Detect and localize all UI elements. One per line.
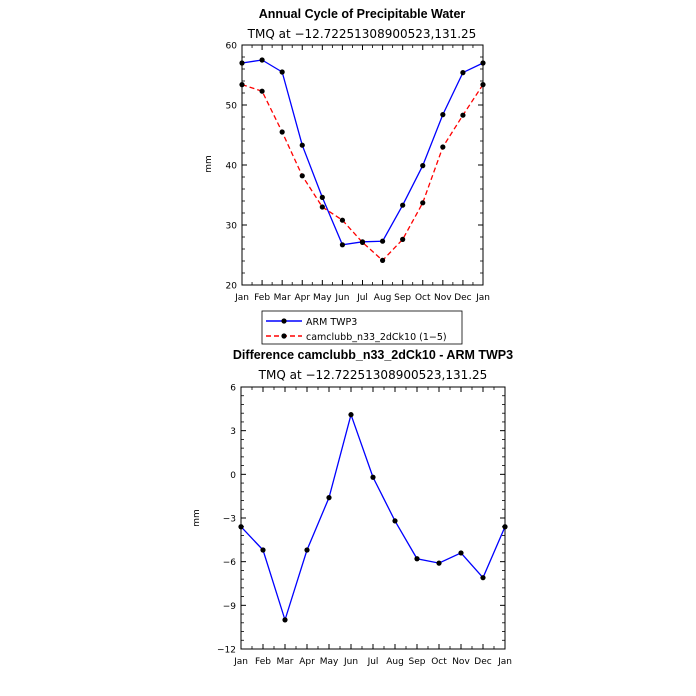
- bottom-xtick-label: Oct: [431, 657, 447, 667]
- top-series-0-point: [400, 202, 406, 208]
- bottom-series-0-point: [282, 617, 288, 623]
- top-ytick-label: 40: [226, 162, 238, 172]
- top-series-1-point: [279, 129, 285, 135]
- top-xtick-label: Jun: [334, 293, 349, 303]
- top-series-1-point: [379, 257, 386, 263]
- bottom-ytick-label: −12: [217, 646, 236, 656]
- top-ytick-label: 20: [226, 282, 238, 292]
- top-series-0-point: [259, 57, 265, 63]
- legend-label-model: camclubb_n33_2dCk10 (1−5): [306, 332, 447, 343]
- legend-marker-model: [281, 333, 287, 339]
- top-xtick-label: Jul: [356, 293, 368, 303]
- top-ytick-label: 60: [226, 42, 238, 52]
- top-xtick-label: Jan: [475, 293, 490, 303]
- bottom-chart-title: Difference camclubb_n33_2dCk10 - ARM TWP…: [233, 348, 513, 362]
- top-series-0-point: [440, 112, 446, 118]
- bottom-ytick-label: 3: [230, 427, 236, 437]
- bottom-xtick-label: Mar: [277, 657, 294, 667]
- bottom-series-0-point: [436, 560, 442, 566]
- bottom-xtick-label: Apr: [299, 657, 315, 667]
- legend-frame: [261, 310, 463, 345]
- top-xtick-label: Dec: [454, 293, 471, 303]
- top-chart-panel: Annual Cycle of Precipitable Water TMQ a…: [204, 7, 490, 303]
- bottom-series-0-point: [502, 524, 508, 530]
- bottom-xtick-label: Jul: [367, 657, 379, 667]
- bottom-series-0-point: [326, 495, 332, 501]
- bottom-xtick-label: Jan: [233, 657, 248, 667]
- top-series-0-point: [339, 242, 346, 248]
- bottom-ytick-label: 0: [230, 471, 236, 481]
- top-series-1-point: [259, 88, 265, 94]
- top-series-0-point: [239, 60, 245, 66]
- bottom-chart-frame: [240, 386, 506, 650]
- bottom-ytick-label: 6: [230, 384, 236, 394]
- bottom-series-0-point: [304, 547, 310, 553]
- bottom-chart-subtitle: TMQ at −12.72251308900523,131.25: [258, 368, 488, 382]
- bottom-series-0-point: [458, 550, 464, 556]
- bottom-xtick-label: May: [320, 657, 339, 667]
- top-series-0-point: [319, 194, 325, 200]
- bottom-series-0-point: [260, 547, 266, 553]
- top-series-0-point: [299, 142, 305, 148]
- bottom-series-0-point: [392, 518, 398, 524]
- top-series-0-point: [420, 163, 426, 169]
- top-series-1-point: [460, 112, 466, 118]
- bottom-ytick-label: −9: [223, 602, 237, 612]
- top-chart-ylabel: mm: [204, 155, 214, 173]
- top-series-0-point: [379, 238, 386, 244]
- top-xtick-label: Jan: [234, 293, 249, 303]
- top-series-line-0: [241, 59, 484, 246]
- bottom-xtick-label: Jan: [497, 657, 512, 667]
- top-xtick-label: Mar: [274, 293, 291, 303]
- top-series-0-point: [460, 70, 466, 76]
- top-series-1-point: [339, 217, 346, 223]
- top-chart-legend: ARM TWP3 camclubb_n33_2dCk10 (1−5): [261, 310, 463, 345]
- bottom-xtick-label: Nov: [452, 657, 470, 667]
- bottom-series-0-point: [238, 524, 244, 530]
- top-series-1-point: [299, 173, 305, 179]
- bottom-xtick-label: Dec: [474, 657, 491, 667]
- top-series-0-point: [279, 69, 285, 75]
- top-xtick-label: May: [313, 293, 332, 303]
- top-series-1-point: [319, 204, 325, 210]
- bottom-chart-panel: Difference camclubb_n33_2dCk10 - ARM TWP…: [192, 348, 513, 667]
- bottom-series-0-point: [480, 575, 486, 581]
- bottom-ytick-label: −6: [223, 558, 237, 568]
- top-series-1-point: [420, 200, 426, 206]
- bottom-series-0-point: [348, 412, 354, 418]
- bottom-ytick-label: −3: [223, 515, 236, 525]
- bottom-xtick-label: Aug: [386, 657, 404, 667]
- bottom-series-line-0: [240, 412, 506, 623]
- legend-label-arm: ARM TWP3: [306, 317, 357, 328]
- top-chart-frame: [241, 44, 484, 286]
- top-series-1-point: [440, 144, 446, 150]
- top-series-1-point: [480, 82, 486, 88]
- top-series-1-point: [400, 236, 406, 242]
- bottom-xtick-label: Jun: [343, 657, 358, 667]
- top-chart-title: Annual Cycle of Precipitable Water: [259, 7, 466, 21]
- bottom-series-0-point: [414, 556, 420, 562]
- top-series-line-1: [241, 83, 484, 262]
- top-series-1-point: [239, 82, 245, 88]
- legend-marker-arm: [281, 318, 287, 324]
- bottom-xtick-label: Sep: [409, 657, 426, 667]
- bottom-series-0-point: [370, 474, 376, 480]
- bottom-chart-ylabel: mm: [192, 509, 202, 527]
- top-xtick-label: Oct: [415, 293, 431, 303]
- top-series-1-point: [359, 239, 366, 245]
- top-xtick-label: Apr: [294, 293, 310, 303]
- top-xtick-label: Nov: [434, 293, 452, 303]
- bottom-xtick-label: Feb: [255, 657, 271, 667]
- top-chart-subtitle: TMQ at −12.72251308900523,131.25: [247, 27, 477, 41]
- top-ytick-label: 50: [226, 102, 238, 112]
- top-ytick-label: 30: [226, 222, 238, 232]
- top-xtick-label: Feb: [254, 293, 270, 303]
- top-xtick-label: Sep: [394, 293, 411, 303]
- top-series-0-point: [480, 60, 486, 66]
- top-xtick-label: Aug: [374, 293, 392, 303]
